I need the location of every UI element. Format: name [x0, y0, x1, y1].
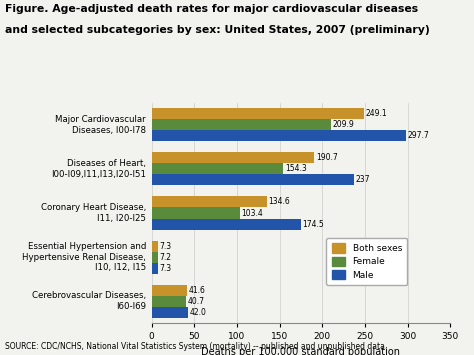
Bar	[152, 163, 283, 174]
X-axis label: Deaths per 100,000 standard population: Deaths per 100,000 standard population	[201, 346, 401, 355]
Bar	[152, 306, 188, 317]
Bar	[152, 241, 158, 251]
Bar	[152, 285, 187, 295]
Bar	[152, 119, 331, 130]
Text: 190.7: 190.7	[316, 153, 338, 163]
Text: 209.9: 209.9	[332, 120, 354, 130]
Text: SOURCE: CDC/NCHS, National Vital Statistics System (mortality) -- published and : SOURCE: CDC/NCHS, National Vital Statist…	[5, 343, 387, 351]
Text: 7.2: 7.2	[160, 252, 172, 262]
Text: 7.3: 7.3	[160, 263, 172, 273]
Text: 249.1: 249.1	[366, 109, 388, 119]
Legend: Both sexes, Female, Male: Both sexes, Female, Male	[327, 238, 407, 285]
Bar	[152, 207, 240, 218]
Text: 154.3: 154.3	[285, 164, 307, 174]
Text: 42.0: 42.0	[189, 307, 206, 317]
Bar	[152, 197, 266, 207]
Text: Figure. Age-adjusted death rates for major cardiovascular diseases: Figure. Age-adjusted death rates for maj…	[5, 4, 418, 13]
Text: 174.5: 174.5	[302, 219, 324, 229]
Text: 297.7: 297.7	[407, 131, 429, 141]
Text: 134.6: 134.6	[268, 197, 290, 207]
Bar	[152, 174, 354, 185]
Text: and selected subcategories by sex: United States, 2007 (preliminary): and selected subcategories by sex: Unite…	[5, 25, 429, 35]
Bar	[152, 263, 158, 273]
Bar	[152, 295, 186, 306]
Text: 103.4: 103.4	[242, 208, 264, 218]
Bar	[152, 153, 314, 163]
Text: 41.6: 41.6	[189, 285, 206, 295]
Bar	[152, 218, 301, 229]
Text: 237: 237	[356, 175, 370, 185]
Bar	[152, 251, 158, 263]
Bar	[152, 108, 364, 119]
Text: 40.7: 40.7	[188, 296, 205, 306]
Text: 7.3: 7.3	[160, 241, 172, 251]
Bar	[152, 130, 406, 141]
